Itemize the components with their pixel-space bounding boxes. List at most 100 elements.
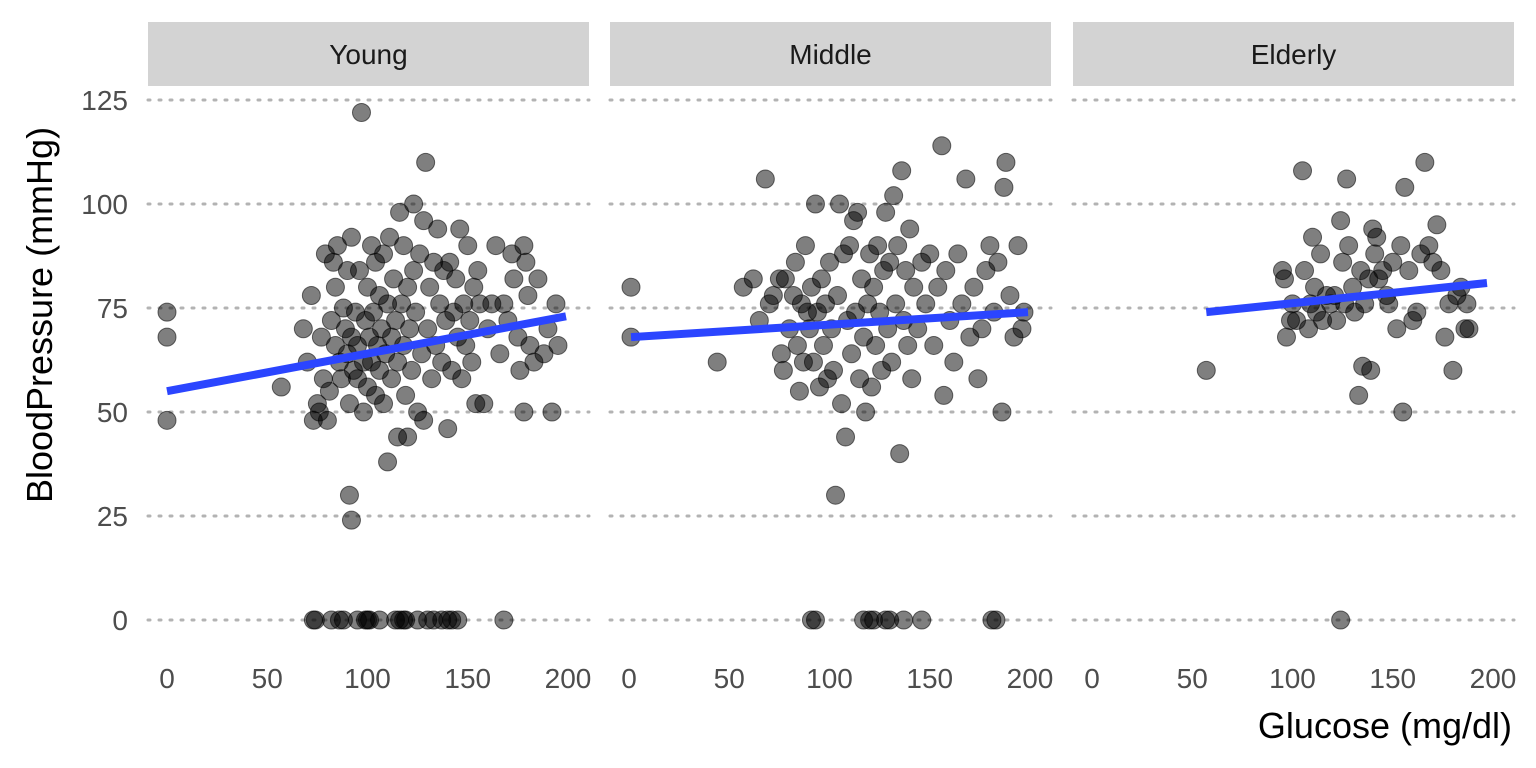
x-tick-label: 200 <box>545 663 592 694</box>
data-point <box>902 369 922 389</box>
data-point <box>866 335 886 355</box>
x-tick-label: 100 <box>806 663 853 694</box>
data-point <box>1415 152 1435 172</box>
x-tick-label: 150 <box>1369 663 1416 694</box>
data-point <box>452 369 472 389</box>
data-point <box>986 610 1006 630</box>
data-point <box>934 385 954 405</box>
x-tick-label: 0 <box>159 663 175 694</box>
data-point <box>988 252 1008 272</box>
data-point <box>390 202 410 222</box>
data-point <box>932 136 952 156</box>
data-point <box>404 261 424 281</box>
data-point <box>880 252 900 272</box>
data-point <box>494 610 514 630</box>
data-point <box>1419 236 1439 256</box>
data-point <box>832 394 852 414</box>
data-point <box>351 102 371 122</box>
data-point <box>388 352 408 372</box>
data-point <box>826 485 846 505</box>
x-tick-label: 50 <box>1177 663 1208 694</box>
facet-strip-label: Elderly <box>1251 39 1337 70</box>
data-point <box>824 360 844 380</box>
facet-strip <box>610 22 1051 86</box>
data-point <box>327 236 347 256</box>
x-tick-label: 0 <box>621 663 637 694</box>
data-point <box>1299 319 1319 339</box>
data-point <box>924 335 944 355</box>
data-point <box>803 352 823 372</box>
data-point <box>392 294 412 314</box>
data-point <box>920 244 940 264</box>
x-tick-label: 150 <box>906 663 953 694</box>
y-tick-label: 75 <box>97 293 128 324</box>
data-point <box>956 169 976 189</box>
data-point <box>868 236 888 256</box>
panel-young: Young 0 50 100 150 200 <box>146 22 592 694</box>
data-point <box>374 244 394 264</box>
data-point <box>1333 252 1353 272</box>
data-point <box>1399 261 1419 281</box>
data-point <box>418 319 438 339</box>
data-point <box>528 269 548 289</box>
data-point <box>884 186 904 206</box>
data-point <box>972 319 992 339</box>
data-point <box>1387 319 1407 339</box>
data-point <box>743 269 763 289</box>
data-point <box>1276 327 1296 347</box>
data-point <box>1361 360 1381 380</box>
data-point <box>1331 211 1351 231</box>
data-point <box>912 610 932 630</box>
x-tick-label: 0 <box>1084 663 1100 694</box>
data-point <box>1427 215 1447 235</box>
data-point <box>420 277 440 297</box>
trend-line <box>166 312 567 396</box>
data-point <box>787 335 807 355</box>
data-point <box>1349 385 1369 405</box>
x-tick-label: 100 <box>1269 663 1316 694</box>
data-point <box>890 444 910 464</box>
data-point <box>1431 261 1451 281</box>
data-point <box>157 302 177 322</box>
data-point <box>952 294 972 314</box>
y-tick-label: 0 <box>112 605 128 636</box>
data-point <box>805 610 825 630</box>
data-point <box>775 269 795 289</box>
data-point <box>1395 177 1415 197</box>
data-point <box>882 352 902 372</box>
data-point <box>504 269 524 289</box>
facet-strip-label: Middle <box>789 39 871 70</box>
data-point <box>514 402 534 422</box>
data-point <box>1435 327 1455 347</box>
data-point <box>840 236 860 256</box>
data-point <box>763 286 783 306</box>
data-point <box>414 410 434 430</box>
data-point <box>948 244 968 264</box>
data-point <box>828 286 848 306</box>
data-point <box>364 302 384 322</box>
data-point <box>1196 360 1216 380</box>
x-tick-label: 50 <box>714 663 745 694</box>
data-point <box>386 310 406 330</box>
data-point <box>311 327 331 347</box>
data-point <box>936 261 956 281</box>
x-tick-label: 200 <box>1007 663 1054 694</box>
data-point <box>490 344 510 364</box>
data-point <box>842 344 862 364</box>
data-point <box>1331 610 1351 630</box>
data-point <box>1443 360 1463 380</box>
data-point <box>548 335 568 355</box>
facet-strip <box>1073 22 1514 86</box>
data-point <box>928 277 948 297</box>
data-point <box>621 277 641 297</box>
data-point <box>486 236 506 256</box>
data-point <box>516 252 536 272</box>
data-point <box>534 344 554 364</box>
data-point <box>898 335 918 355</box>
panel-middle: Middle 0 50 100 150 200 <box>608 22 1054 694</box>
facet-strip <box>148 22 589 86</box>
data-point <box>494 294 514 314</box>
data-point <box>968 369 988 389</box>
data-point <box>856 402 876 422</box>
